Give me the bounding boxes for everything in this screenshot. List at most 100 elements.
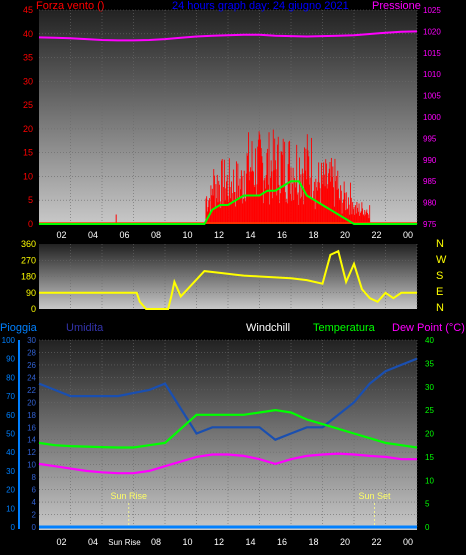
legend-item: Dew Point (°C): [392, 322, 465, 334]
temperature-tick-label: 10: [425, 476, 434, 485]
pressure-tick-label: 975: [423, 220, 437, 229]
weather-x-tick-label: 00: [403, 537, 413, 547]
humidity-tick-label: 22: [27, 386, 36, 395]
dewpoint-line: [38, 452, 417, 475]
wind-x-tick-label: 02: [56, 230, 66, 240]
weather-x-tick-label: 16: [277, 537, 287, 547]
weather-x-tick-label: Sun Rise: [108, 538, 141, 547]
rain-tick-label: 90: [6, 355, 15, 364]
pressure-tick-label: 985: [423, 177, 437, 186]
humidity-tick-label: 30: [27, 336, 36, 345]
wind-x-tick-label: 22: [371, 230, 381, 240]
weather-x-tick-label: 10: [182, 537, 192, 547]
legend-item: Windchill: [246, 322, 290, 334]
weather-x-tick-label: 14: [245, 537, 255, 547]
legend-item: Umidita: [66, 322, 104, 334]
humidity-tick-label: 16: [27, 423, 36, 432]
direction-tick-label: 180: [21, 272, 36, 282]
temperature-tick-label: 20: [425, 430, 434, 439]
temperature-tick-label: 5: [425, 500, 430, 509]
humidity-tick-label: 6: [32, 486, 37, 495]
humidity-tick-label: 20: [27, 398, 36, 407]
wind-x-tick-label: 18: [308, 230, 318, 240]
weather-plot-area: [39, 340, 417, 530]
legend-item: Pioggia: [0, 322, 38, 334]
temperature-tick-label: 0: [425, 523, 430, 532]
wind-x-tick-label: 10: [182, 230, 192, 240]
direction-tick-label: 90: [26, 288, 36, 298]
temperature-tick-label: 35: [425, 359, 434, 368]
humidity-tick-label: 24: [27, 373, 36, 382]
wind-x-tick-label: 06: [119, 230, 129, 240]
humidity-tick-label: 10: [27, 461, 36, 470]
humidity-tick-label: 18: [27, 411, 36, 420]
humidity-tick-label: 0: [32, 523, 37, 532]
gust-line: [39, 180, 417, 225]
pressure-tick-label: 1020: [423, 27, 441, 36]
sun-marker-label: Sun Rise: [111, 491, 148, 501]
humidity-tick-label: 14: [27, 436, 36, 445]
temperature-tick-label: 30: [425, 383, 434, 392]
temperature-tick-label: 25: [425, 406, 434, 415]
rain-tick-label: 100: [2, 336, 16, 345]
temperature-tick-label: 40: [425, 336, 434, 345]
compass-label: W: [436, 254, 447, 266]
temperature-tick-label: 15: [425, 453, 434, 462]
rain-tick-label: 70: [6, 392, 15, 401]
wind-tick-label: 15: [23, 148, 33, 158]
wind-x-tick-label: 04: [88, 230, 98, 240]
pressure-tick-label: 1000: [423, 113, 441, 122]
pressure-tick-label: 990: [423, 156, 437, 165]
pressure-tick-label: 1005: [423, 92, 441, 101]
compass-label: N: [436, 238, 444, 250]
humidity-tick-label: 26: [27, 361, 36, 370]
compass-label: N: [436, 302, 444, 314]
wind-tick-label: 0: [28, 219, 33, 229]
wind-x-tick-label: 08: [151, 230, 161, 240]
rain-tick-label: 60: [6, 411, 15, 420]
pressure-tick-label: 980: [423, 199, 437, 208]
wind-tick-label: 5: [28, 195, 33, 205]
rain-tick-label: 50: [6, 430, 15, 439]
wind-x-tick-label: 14: [245, 230, 255, 240]
rain-tick-label: 0: [11, 523, 16, 532]
rain-tick-label: 30: [6, 467, 15, 476]
rain-tick-label: 20: [6, 486, 15, 495]
humidity-tick-label: 8: [32, 473, 37, 482]
wind-tick-label: 30: [23, 76, 33, 86]
weather-x-tick-label: 20: [340, 537, 350, 547]
direction-tick-label: 0: [31, 304, 36, 314]
wind-tick-label: 35: [23, 53, 33, 63]
wind-plot-area: [39, 10, 417, 224]
sun-marker-label: Sun Set: [358, 491, 391, 501]
humidity-line: [38, 357, 418, 441]
chart-title: 24 hours graph day: 24 giugno 2021: [172, 0, 349, 12]
wind-tick-label: 10: [23, 171, 33, 181]
wind-tick-label: 20: [23, 124, 33, 134]
direction-tick-label: 360: [21, 239, 36, 249]
compass-label: S: [436, 270, 443, 282]
humidity-tick-label: 4: [32, 498, 37, 507]
rain-tick-label: 40: [6, 448, 15, 457]
rain-tick-label: 80: [6, 373, 15, 382]
wind-x-tick-label: 16: [277, 230, 287, 240]
wind-x-tick-label: 12: [214, 230, 224, 240]
wind-direction-line: [39, 249, 417, 310]
pressure-tick-label: 1010: [423, 70, 441, 79]
rain-tick-label: 10: [6, 504, 15, 513]
compass-label: E: [436, 286, 443, 298]
pressure-axis-label: Pressione: [372, 0, 421, 12]
weather-x-tick-label: 02: [56, 537, 66, 547]
weather-x-tick-label: 22: [371, 537, 381, 547]
wind-tick-label: 45: [23, 5, 33, 15]
temperature-line: [38, 408, 418, 449]
pressure-line: [38, 30, 418, 42]
wind-axis-label: Forza vento (): [36, 0, 104, 12]
humidity-tick-label: 28: [27, 348, 36, 357]
weather-x-tick-label: 04: [88, 537, 98, 547]
weather-x-tick-label: 12: [214, 537, 224, 547]
pressure-tick-label: 1015: [423, 49, 441, 58]
wind-tick-label: 40: [23, 29, 33, 39]
